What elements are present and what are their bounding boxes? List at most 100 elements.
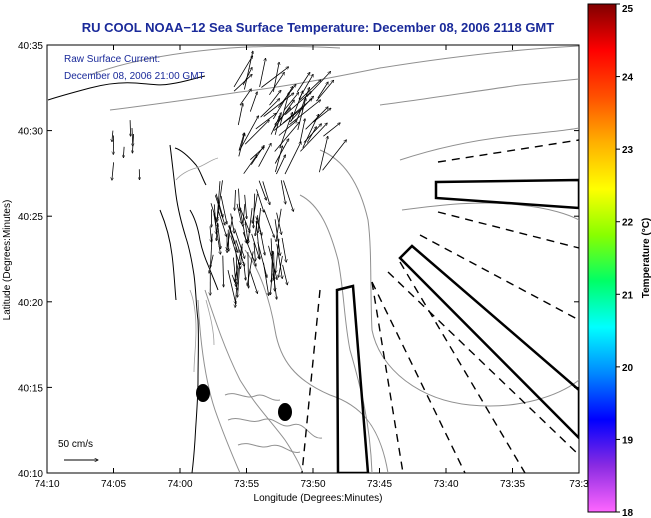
current-vector	[290, 91, 303, 122]
current-vector	[243, 155, 257, 174]
plot-area: Raw Surface Current: December 08, 2006 2…	[46, 44, 580, 474]
current-vector	[227, 270, 236, 304]
current-vector	[261, 67, 288, 88]
current-vector	[254, 242, 255, 261]
current-vector	[299, 80, 321, 101]
dashed-line	[437, 139, 579, 163]
current-vector	[220, 195, 227, 224]
current-vector	[237, 103, 243, 126]
current-vector	[230, 213, 235, 234]
y-tick-label: 40:20	[18, 298, 43, 309]
current-vector	[283, 180, 293, 212]
current-vector	[247, 251, 254, 285]
solid-wedge-bottom	[335, 284, 370, 473]
x-tick-label: 73:35	[500, 479, 525, 490]
colorbar-tick-label: 23	[622, 145, 634, 156]
current-vector	[210, 233, 213, 268]
x-tick-label: 73:50	[300, 479, 325, 490]
solid-wedge-top	[434, 178, 579, 210]
current-vector	[268, 245, 278, 280]
current-vector	[239, 89, 251, 106]
current-vector	[306, 72, 331, 98]
buoy-marker	[196, 384, 210, 402]
current-vector	[210, 203, 218, 226]
current-vector	[258, 143, 272, 167]
current-vector	[235, 239, 245, 266]
y-tick-label: 40:30	[18, 127, 43, 138]
current-vector	[228, 225, 235, 244]
survey-lines	[301, 139, 579, 473]
y-axis-ticks: 40:35 40:30 40:25 40:20 40:15 40:10	[18, 41, 579, 480]
current-vector	[238, 133, 245, 157]
current-vector	[278, 255, 283, 278]
current-vector	[264, 210, 274, 237]
current-vector	[274, 219, 280, 255]
buoy-marker	[278, 403, 292, 421]
colorbar-label: Temperature (°C)	[641, 218, 651, 299]
current-vector	[244, 221, 248, 242]
bathymetry-contours	[89, 45, 579, 473]
current-vector	[238, 203, 246, 243]
current-vector	[235, 243, 243, 282]
colorbar-gradient	[587, 3, 617, 513]
current-vector	[300, 123, 327, 152]
current-vector	[256, 215, 265, 255]
current-vector	[319, 136, 327, 173]
current-vector	[275, 146, 282, 173]
colorbar-tick-label: 25	[622, 4, 634, 15]
current-vector	[280, 180, 285, 204]
current-vector	[305, 107, 329, 130]
current-vector	[248, 252, 249, 288]
current-vector	[255, 217, 258, 236]
current-vector	[274, 139, 289, 164]
current-vector	[234, 228, 245, 259]
current-vector	[255, 113, 276, 130]
current-vector	[276, 155, 285, 175]
colorbar: 25 24 23 22 21 20 19 18 Temperature (°C)	[587, 3, 651, 518]
current-vector	[269, 90, 282, 106]
current-vector	[213, 204, 216, 234]
current-vector	[272, 270, 277, 300]
current-vector	[251, 233, 260, 259]
current-vector	[123, 146, 124, 158]
current-vector	[231, 274, 238, 291]
current-vector	[239, 206, 250, 233]
current-vector	[260, 99, 280, 118]
current-vector	[238, 263, 241, 297]
current-vector	[315, 80, 333, 102]
current-vector	[228, 224, 238, 253]
current-vector	[209, 226, 212, 242]
current-vector	[132, 127, 133, 146]
current-vector	[271, 238, 272, 255]
current-vector	[209, 254, 214, 273]
dashed-line	[387, 271, 579, 456]
colorbar-tick-label: 18	[622, 508, 634, 518]
current-vector	[243, 203, 246, 227]
current-vector	[214, 195, 225, 225]
annotation-line1: Raw Surface Current:	[64, 54, 160, 65]
current-vector	[269, 72, 284, 96]
colorbar-tick-label: 22	[622, 218, 634, 229]
y-tick-label: 40:25	[18, 212, 43, 223]
coastal-detail	[175, 157, 219, 373]
current-vector	[273, 108, 303, 131]
current-vector	[112, 130, 113, 142]
colorbar-tick-label: 20	[622, 363, 634, 374]
current-vector	[289, 100, 320, 126]
current-vector	[303, 124, 322, 143]
current-vector	[239, 116, 259, 151]
current-vector	[271, 250, 272, 282]
current-vector	[236, 246, 237, 284]
current-vector	[277, 84, 296, 108]
current-vector	[258, 180, 266, 201]
current-vector	[284, 142, 301, 175]
current-vector	[217, 181, 221, 220]
plot-frame	[46, 44, 580, 474]
current-vector	[216, 223, 217, 241]
current-vector	[274, 115, 280, 135]
current-vector	[255, 220, 260, 259]
current-vector	[257, 242, 267, 277]
current-vectors	[112, 51, 347, 307]
current-vector	[248, 208, 253, 243]
